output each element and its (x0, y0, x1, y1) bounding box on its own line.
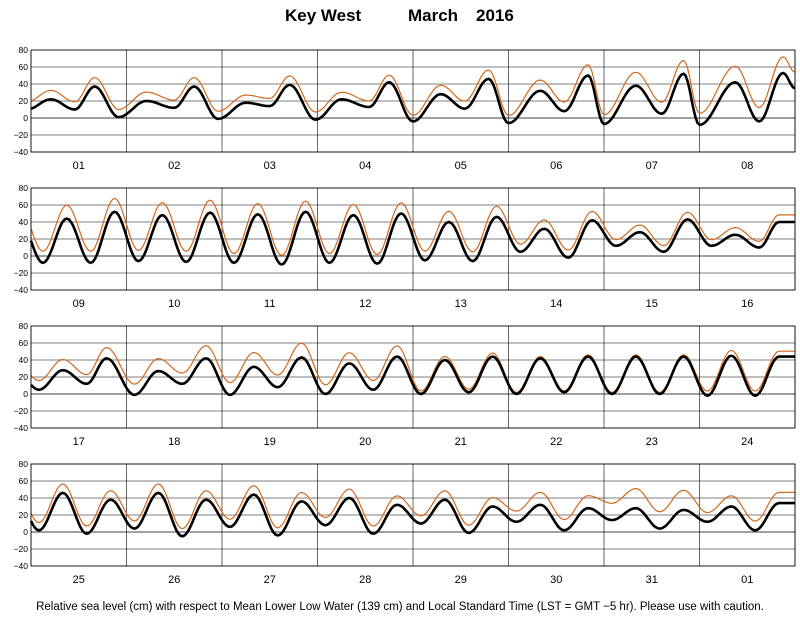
y-tick-label: 40 (19, 493, 29, 503)
day-label: 29 (455, 574, 467, 586)
predicted-series (30, 197, 795, 256)
y-tick-label: −20 (14, 406, 29, 416)
day-label: 19 (264, 436, 276, 448)
y-tick-label: 20 (19, 234, 29, 244)
day-label: 16 (741, 298, 753, 310)
panel-frame (30, 187, 796, 291)
day-label: 03 (264, 160, 276, 172)
day-label: 07 (646, 160, 658, 172)
observed-series (29, 491, 795, 538)
title-station: Key West (285, 6, 362, 25)
y-tick-label: 60 (19, 200, 29, 210)
panel-frame (30, 49, 796, 153)
y-tick-label: 80 (19, 183, 29, 193)
y-tick-label: 0 (23, 251, 28, 261)
predicted-series (30, 483, 795, 530)
day-label: 23 (646, 436, 658, 448)
day-label: 31 (646, 574, 658, 586)
day-label: 13 (455, 298, 467, 310)
y-tick-label: 80 (19, 45, 29, 55)
day-label: 14 (550, 298, 562, 310)
y-tick-label: 40 (19, 79, 29, 89)
day-label: 27 (264, 574, 276, 586)
y-tick-label: 20 (19, 510, 29, 520)
y-tick-label: 60 (19, 338, 29, 348)
day-label: 02 (168, 160, 180, 172)
observed-series (30, 354, 795, 398)
day-label: 15 (646, 298, 658, 310)
y-tick-label: −20 (14, 130, 29, 140)
day-label: 10 (168, 298, 180, 310)
panel-frame (30, 325, 796, 429)
y-tick-label: 40 (19, 355, 29, 365)
y-tick-label: 40 (19, 217, 29, 227)
y-tick-label: 0 (23, 113, 28, 123)
y-tick-label: −20 (14, 268, 29, 278)
y-tick-label: 0 (23, 389, 28, 399)
day-label: 01 (73, 160, 85, 172)
y-tick-label: −40 (14, 147, 29, 157)
y-tick-label: −40 (14, 423, 29, 433)
day-label: 09 (73, 298, 85, 310)
title-year: 2016 (476, 6, 514, 25)
day-label: 11 (264, 298, 275, 310)
y-tick-label: 80 (19, 459, 29, 469)
y-tick-label: 60 (19, 476, 29, 486)
caption: Relative sea level (cm) with respect to … (36, 601, 764, 613)
observed-series (30, 71, 796, 127)
title-month: March (408, 6, 459, 25)
day-label: 04 (359, 160, 371, 172)
y-tick-label: 20 (19, 96, 29, 106)
day-label: 24 (741, 436, 753, 448)
day-label: 06 (550, 160, 562, 172)
y-tick-label: 0 (23, 527, 28, 537)
y-tick-label: 80 (19, 321, 29, 331)
day-label: 08 (741, 160, 753, 172)
observed-series (29, 210, 795, 266)
day-label: 30 (550, 574, 562, 586)
day-label: 01 (741, 574, 753, 586)
y-tick-label: −40 (14, 285, 29, 295)
panel-frame (30, 463, 796, 567)
day-label: 25 (73, 574, 85, 586)
day-label: 05 (455, 160, 467, 172)
predicted-series (30, 56, 796, 117)
day-label: 26 (168, 574, 180, 586)
day-label: 28 (359, 574, 371, 586)
day-label: 18 (168, 436, 180, 448)
day-label: 21 (455, 436, 467, 448)
y-tick-label: −20 (14, 544, 29, 554)
y-tick-label: 60 (19, 62, 29, 72)
y-tick-label: −40 (14, 561, 29, 571)
chart-title: Key West March 2016 (0, 6, 800, 30)
day-label: 12 (359, 298, 371, 310)
y-tick-label: 20 (19, 372, 29, 382)
day-label: 17 (73, 436, 85, 448)
day-label: 22 (550, 436, 562, 448)
day-label: 20 (359, 436, 371, 448)
